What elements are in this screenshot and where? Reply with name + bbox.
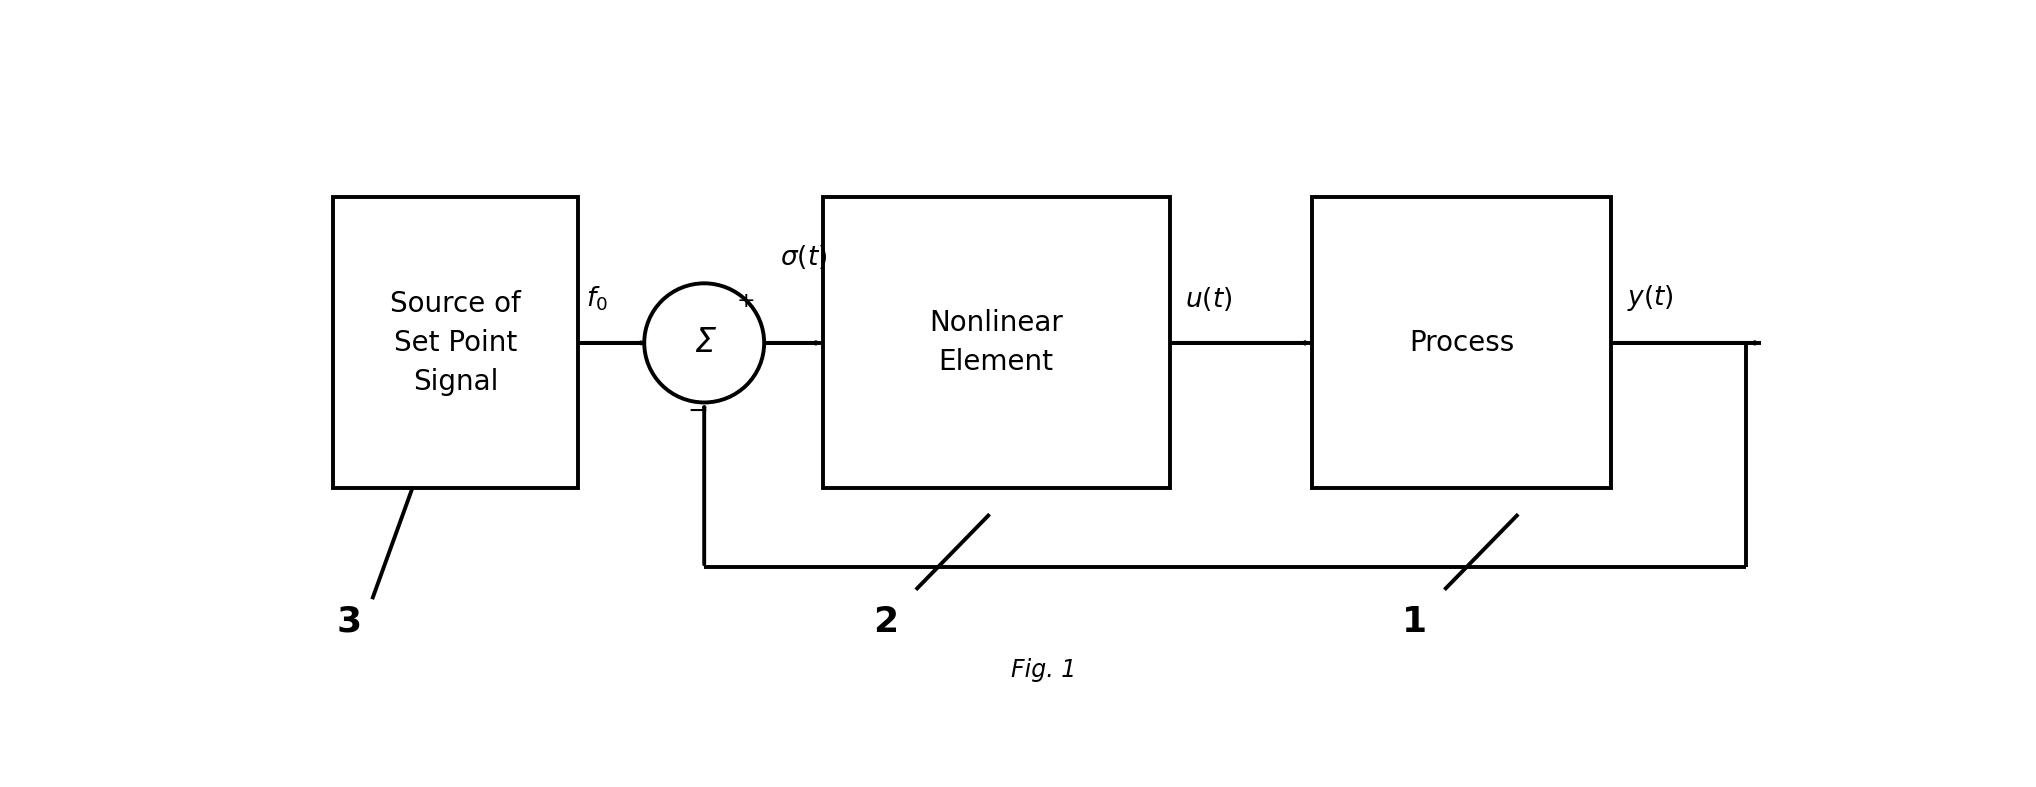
Text: $y(t)$: $y(t)$ bbox=[1627, 283, 1674, 312]
Text: 1: 1 bbox=[1401, 604, 1427, 639]
Bar bbox=[1311, 198, 1613, 488]
Text: Source of
Set Point
Signal: Source of Set Point Signal bbox=[391, 290, 521, 396]
Bar bbox=[823, 198, 1169, 488]
Text: Fig. 1: Fig. 1 bbox=[1010, 658, 1077, 682]
Text: 2: 2 bbox=[873, 604, 898, 639]
Text: $\sigma(t)$: $\sigma(t)$ bbox=[780, 243, 827, 272]
Text: +: + bbox=[737, 291, 755, 311]
Text: −: − bbox=[688, 400, 709, 423]
Text: Nonlinear
Element: Nonlinear Element bbox=[928, 309, 1063, 376]
Bar bbox=[334, 198, 578, 488]
Text: $u(t)$: $u(t)$ bbox=[1185, 285, 1234, 312]
Text: Process: Process bbox=[1409, 329, 1515, 357]
Ellipse shape bbox=[643, 283, 764, 402]
Text: $f_0$: $f_0$ bbox=[586, 284, 607, 312]
Text: 3: 3 bbox=[336, 604, 362, 639]
Text: Σ: Σ bbox=[694, 327, 715, 360]
